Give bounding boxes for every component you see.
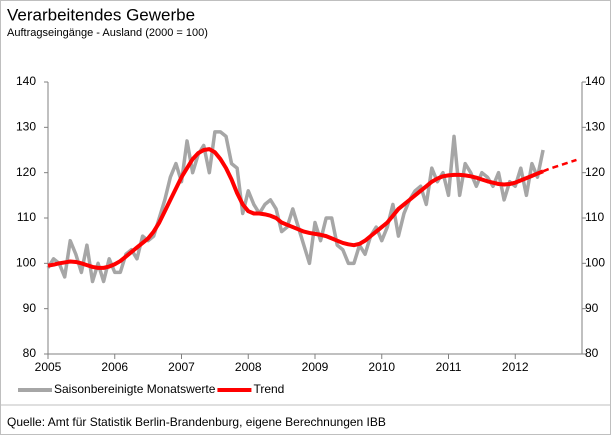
y2-tick-label: 120 bbox=[585, 165, 605, 179]
chart-subtitle: Auftragseingänge - Ausland (2000 = 100) bbox=[7, 27, 208, 39]
y-tick-label: 100 bbox=[16, 256, 36, 270]
projection-line bbox=[542, 158, 577, 173]
y2-tick-label: 100 bbox=[585, 256, 605, 270]
y2-tick-label: 110 bbox=[585, 210, 604, 224]
y-tick-label: 140 bbox=[16, 74, 36, 88]
x-tick-label: 2008 bbox=[235, 360, 262, 374]
x-tick-label: 2006 bbox=[101, 360, 128, 374]
source: Quelle: Amt für Statistik Berlin-Branden… bbox=[7, 415, 386, 429]
x-tick-label: 2009 bbox=[302, 360, 329, 374]
y2-tick-label: 90 bbox=[585, 301, 599, 315]
y-tick-label: 130 bbox=[16, 120, 36, 134]
y-tick-label: 110 bbox=[17, 210, 36, 224]
legend-label: Trend bbox=[253, 382, 284, 396]
x-tick-label: 2010 bbox=[368, 360, 395, 374]
y2-tick-label: 80 bbox=[585, 346, 599, 360]
x-tick-label: 2012 bbox=[502, 360, 529, 374]
x-tick-label: 2011 bbox=[436, 360, 462, 374]
x-tick-label: 2005 bbox=[35, 360, 62, 374]
series-line bbox=[47, 147, 544, 270]
y-tick-label: 80 bbox=[23, 346, 37, 360]
x-tick-label: 2007 bbox=[168, 360, 195, 374]
chart-title: Verarbeitendes Gewerbe bbox=[7, 5, 195, 24]
y-tick-label: 90 bbox=[23, 301, 37, 315]
y-tick-label: 120 bbox=[16, 165, 36, 179]
y2-tick-label: 130 bbox=[585, 120, 605, 134]
legend-label: Saisonbereinigte Monatswerte bbox=[54, 382, 216, 396]
y2-tick-label: 140 bbox=[585, 74, 605, 88]
